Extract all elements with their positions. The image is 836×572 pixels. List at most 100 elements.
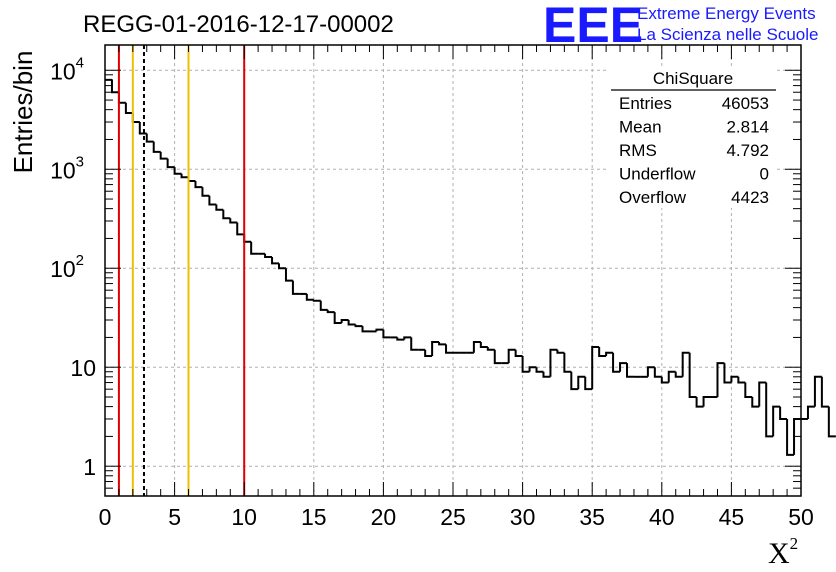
- histogram-bin: [152, 141, 161, 153]
- y-tick-label-exponent: 4: [76, 54, 84, 71]
- histogram-bin: [187, 177, 196, 183]
- histogram-bin: [312, 299, 321, 302]
- x-tick-label: 40: [649, 504, 675, 530]
- stats-row-value: 46053: [722, 94, 769, 113]
- x-tick-label: 50: [788, 504, 814, 530]
- stats-rows: Entries 46053 Mean 2.814 RMS 4.792 Underflow 0 O…: [619, 94, 769, 207]
- eee-logo: EEE Extreme Energy Events La Scienza nel…: [543, 0, 818, 53]
- histogram-bin: [542, 371, 551, 378]
- stats-row-label: Underflow: [619, 165, 696, 184]
- histogram-bin: [806, 405, 815, 419]
- y-tick-label: 104: [50, 54, 84, 84]
- x-tick-label: 0: [99, 504, 112, 530]
- histogram-bin: [786, 418, 795, 456]
- reference-lines: [117, 45, 246, 496]
- stats-row-value: 4.792: [726, 141, 769, 160]
- histogram-bin: [319, 300, 328, 311]
- stats-box-background: [609, 68, 777, 208]
- logo-line-2: La Scienza nelle Scuole: [637, 25, 818, 44]
- histogram-bin: [291, 280, 300, 295]
- histogram-bin: [486, 347, 495, 351]
- histogram-bin: [173, 167, 182, 175]
- histogram-bin: [514, 349, 523, 357]
- x-axis-label-text: X: [768, 537, 790, 570]
- histogram-bin: [333, 312, 342, 324]
- histogram-bin: [737, 376, 746, 384]
- histogram-bin: [674, 371, 683, 378]
- histogram-bin: [793, 417, 801, 455]
- histogram-bin: [438, 341, 447, 346]
- histogram-bin: [626, 363, 634, 378]
- histogram-bin: [772, 405, 781, 437]
- histogram-bin: [326, 309, 335, 314]
- histogram-bin: [159, 151, 168, 160]
- histogram-bin: [563, 352, 572, 373]
- x-tick-label: 35: [579, 504, 605, 530]
- histogram-bin: [521, 355, 530, 373]
- histogram-bin: [264, 253, 273, 258]
- stats-row-value: 4423: [731, 188, 769, 207]
- histogram-bin: [605, 351, 614, 356]
- x-tick-label: 25: [440, 504, 466, 530]
- histogram-bin: [215, 204, 224, 211]
- y-axis-label: Entries/bin: [8, 51, 38, 174]
- histogram-bin: [591, 346, 600, 390]
- histogram-bin: [403, 336, 412, 340]
- stats-row-label: RMS: [619, 141, 657, 160]
- histogram-bin: [556, 349, 565, 354]
- histogram-bin: [653, 367, 662, 378]
- x-tick-label: 30: [510, 504, 536, 530]
- histogram-bin: [284, 268, 293, 282]
- histogram-bin: [243, 234, 252, 243]
- grid: [105, 45, 801, 496]
- histogram-bin: [751, 397, 760, 408]
- y-tick-label-base: 10: [70, 355, 96, 381]
- histogram-bin: [354, 324, 363, 328]
- histogram-bin: [660, 376, 669, 384]
- y-tick-label: 102: [50, 252, 84, 282]
- y-tick-label-base: 10: [50, 157, 76, 183]
- histogram-bin: [271, 256, 279, 265]
- histogram-bin: [124, 102, 133, 115]
- histogram-bin: [229, 218, 238, 224]
- histogram-bin: [472, 340, 481, 353]
- histogram-bin: [166, 158, 175, 169]
- histogram-bin: [723, 363, 732, 384]
- histogram-bin: [549, 348, 558, 377]
- stats-box-title: ChiSquare: [653, 69, 733, 88]
- histogram-bin: [410, 337, 419, 351]
- histogram-bin: [131, 113, 140, 124]
- histogram-bin: [584, 376, 593, 391]
- histogram-bin: [194, 181, 203, 189]
- histogram-bin: [250, 241, 259, 255]
- histogram-bin: [827, 406, 836, 438]
- y-tick-label-base: 1: [83, 454, 96, 480]
- histogram-bin: [577, 375, 586, 390]
- histogram-bin: [507, 348, 516, 364]
- histogram-bin: [702, 396, 711, 407]
- stats-row-value: 0: [760, 165, 769, 184]
- x-tick-label: 15: [301, 504, 327, 530]
- logo-line-1: Extreme Energy Events: [637, 4, 816, 23]
- histogram-bin: [431, 340, 440, 356]
- x-axis-label-exponent: 2: [790, 534, 799, 553]
- histogram-bin: [236, 222, 245, 236]
- histogram-bin: [765, 382, 774, 438]
- histogram-bin: [347, 319, 356, 326]
- histogram-bin: [340, 318, 349, 323]
- histogram-bin: [138, 122, 147, 135]
- stats-row-label: Overflow: [619, 188, 687, 207]
- histogram-bin: [145, 133, 154, 143]
- x-tick-label: 10: [231, 504, 257, 530]
- stats-row-value: 2.814: [726, 118, 769, 137]
- x-tick-label: 45: [719, 504, 745, 530]
- histogram-bin: [445, 344, 453, 354]
- histogram-bin: [688, 352, 697, 399]
- histogram-bin: [479, 341, 488, 349]
- histogram-bin: [396, 337, 405, 341]
- histogram-bin: [619, 362, 627, 372]
- histogram-bin: [222, 209, 231, 220]
- histogram-bin: [813, 375, 822, 407]
- histogram-bin: [681, 351, 690, 377]
